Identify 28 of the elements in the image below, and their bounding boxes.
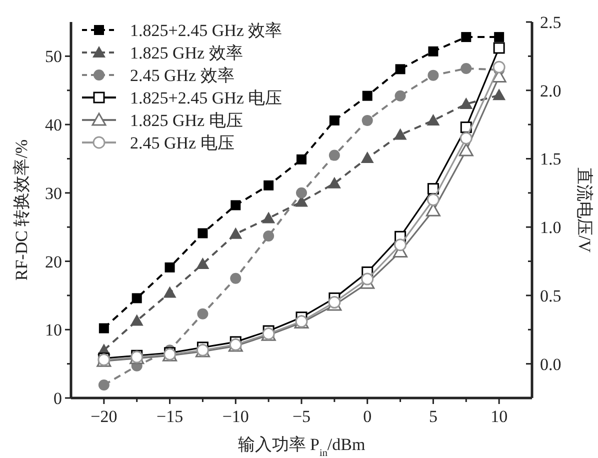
y2-tick-label: 1.5 [540, 150, 562, 169]
x-axis-title: 输入功率 P$_{in}$/dBm [238, 435, 366, 458]
x-tick-label: 0 [363, 407, 372, 426]
x-tick-label: −5 [292, 407, 311, 426]
y2-tick-label: 0.0 [540, 354, 562, 374]
legend-label: 1.825+2.45 GHz 电压 [130, 88, 282, 108]
y-tick-label: 40 [45, 116, 62, 135]
legend-label: 2.45 GHz 电压 [130, 134, 234, 152]
y2-axis-title: 直流电压/V [575, 168, 594, 254]
y-tick-label: 10 [45, 320, 62, 340]
y-axis-title: RF-DC 转换效率/% [12, 139, 31, 281]
y2-tick-label: 2.0 [540, 81, 562, 100]
legend-label: 1.825+2.45 GHz 效率 [130, 21, 282, 40]
y-tick-label: 20 [45, 252, 62, 272]
x-tick-label: 10 [490, 407, 508, 426]
y-tick-label: 30 [45, 184, 62, 203]
x-tick-label: −15 [156, 407, 184, 426]
x-tick-label: −10 [222, 407, 249, 426]
legend-label: 2.45 GHz 效率 [130, 66, 234, 85]
legend-label: 1.825 GHz 电压 [130, 111, 243, 130]
x-tick-label: 5 [428, 407, 438, 426]
legend-label: 1.825 GHz 效率 [130, 44, 243, 62]
x-tick-label: −20 [90, 407, 118, 426]
y2-tick-label: 1.0 [540, 218, 562, 238]
y-tick-label: 0 [54, 389, 62, 408]
y-tick-label: 50 [45, 47, 62, 66]
y2-tick-label: 0.5 [540, 286, 562, 306]
y2-tick-label: 2.5 [540, 13, 562, 32]
